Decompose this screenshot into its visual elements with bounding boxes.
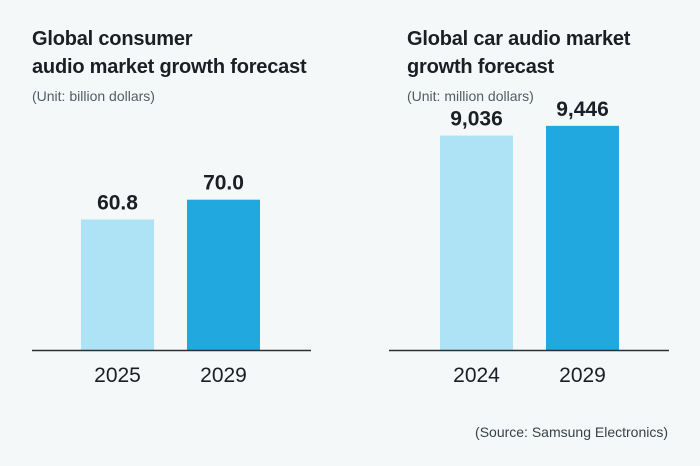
value-label-2024: 9,036 (450, 108, 503, 131)
consumer-audio-chart-panel: Global consumer audio market growth fore… (0, 0, 350, 420)
value-label-2029: 9,446 (556, 98, 609, 121)
bar-2029 (546, 125, 619, 350)
car-audio-chart-panel: Global car audio market growth forecast … (350, 0, 700, 420)
consumer-audio-bar-chart: 60.8 2025 70.0 2029 (32, 172, 311, 387)
tick-label-2025: 2025 (94, 364, 141, 387)
chart-unit-label: (Unit: million dollars) (407, 88, 534, 104)
tick-label-2024: 2024 (453, 364, 500, 387)
value-label-2025: 60.8 (97, 191, 138, 214)
bar-2025 (81, 219, 154, 350)
source-note: (Source: Samsung Electronics) (475, 424, 668, 440)
chart-unit-label: (Unit: billion dollars) (32, 88, 155, 104)
bar-2024 (440, 135, 513, 350)
value-label-2029: 70.0 (203, 172, 244, 195)
car-audio-bar-chart: 9,036 2024 9,446 2029 (389, 98, 669, 387)
chart-title: Global consumer audio market growth fore… (32, 28, 307, 78)
chart-title: Global car audio market growth forecast (407, 28, 631, 78)
bar-2029 (187, 199, 260, 350)
tick-label-2029: 2029 (559, 364, 606, 387)
tick-label-2029: 2029 (200, 364, 247, 387)
